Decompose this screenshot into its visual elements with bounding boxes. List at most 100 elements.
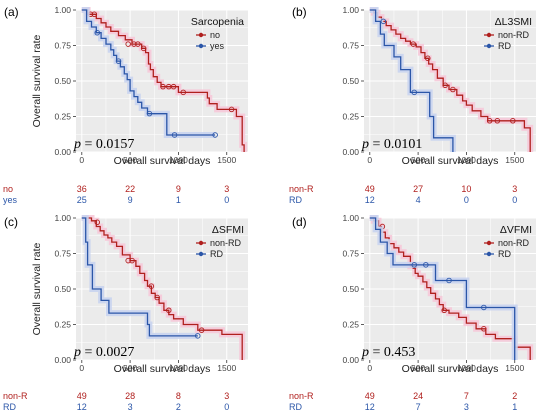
risk-count: 10 bbox=[461, 184, 471, 194]
panel-label: (b) bbox=[292, 5, 307, 19]
legend-entry-yes: yes bbox=[210, 41, 225, 51]
censor-mark bbox=[94, 219, 101, 226]
legend-entry-non-RD: non-RD bbox=[498, 30, 530, 40]
x-axis-title: Overall survival days bbox=[402, 155, 499, 167]
censor-mark bbox=[171, 132, 178, 138]
y-tick-label: 0.25 bbox=[342, 320, 359, 330]
x-tick-label: 1500 bbox=[217, 155, 236, 165]
censor-mark bbox=[481, 326, 487, 332]
risk-count: 9 bbox=[128, 195, 133, 205]
legend-key-dot bbox=[486, 32, 492, 38]
survival-curve-non-RD bbox=[81, 217, 243, 360]
risk-row-label: RD bbox=[3, 402, 16, 412]
survival-curve-yes bbox=[81, 9, 216, 136]
risk-count: 49 bbox=[365, 184, 375, 194]
p-value-number: = 0.0157 bbox=[81, 137, 134, 152]
risk-count: 49 bbox=[365, 391, 375, 401]
y-tick-label: 0.75 bbox=[342, 249, 359, 259]
legend-entry-RD: RD bbox=[498, 41, 511, 51]
risk-count: 1 bbox=[176, 195, 181, 205]
y-tick-label: 0.25 bbox=[54, 320, 71, 330]
censor-mark bbox=[131, 41, 137, 47]
risk-row-label: non-R bbox=[3, 391, 28, 401]
risk-count: 0 bbox=[512, 195, 517, 205]
censor-mark bbox=[450, 86, 456, 93]
risk-row-label: RD bbox=[289, 195, 302, 205]
risk-count: 28 bbox=[125, 391, 135, 401]
risk-row-non-RD: non-R 49 28 8 3 bbox=[3, 391, 229, 401]
risk-count: 7 bbox=[464, 391, 469, 401]
y-tick-label: 0.50 bbox=[342, 76, 359, 86]
x-tick-label: 1000 bbox=[457, 155, 476, 165]
survival-curve-non-RD bbox=[369, 9, 531, 152]
survival-curve-no bbox=[81, 9, 245, 152]
legend-title: ΔL3SMI bbox=[495, 16, 532, 28]
risk-count: 27 bbox=[413, 184, 423, 194]
legend-key-dot bbox=[198, 43, 204, 49]
y-tick-label: 0.75 bbox=[54, 249, 71, 259]
censor-mark bbox=[486, 118, 493, 124]
censor-mark bbox=[423, 262, 429, 268]
p-value: p = 0.0101 bbox=[361, 137, 422, 152]
y-tick-label: 1.00 bbox=[342, 5, 359, 15]
censor-mark bbox=[160, 83, 166, 90]
risk-row-RD: RD 12 4 0 0 bbox=[289, 195, 517, 205]
risk-row-non-RD: non-R 49 24 7 2 bbox=[289, 391, 517, 401]
panel-label: (a) bbox=[4, 5, 19, 19]
risk-row-no: no 36 22 9 3 bbox=[3, 184, 229, 194]
censor-mark bbox=[135, 41, 141, 47]
y-tick-label: 0.75 bbox=[54, 41, 71, 51]
risk-row-label: non-R bbox=[289, 391, 314, 401]
censor-mark bbox=[380, 18, 387, 25]
legend-title: Sarcopenia bbox=[191, 16, 244, 28]
risk-count: 9 bbox=[176, 184, 181, 194]
panel-4: (d) 0.00 0.25 0.50 0.75 1.00 0 500 1000 1500 Overa… bbox=[289, 213, 536, 412]
survival-curve-RD bbox=[81, 217, 198, 337]
risk-row-non-RD: non-R 49 27 10 3 bbox=[289, 184, 517, 194]
x-axis-title: Overall survival days bbox=[402, 363, 499, 375]
risk-count: 24 bbox=[413, 391, 423, 401]
x-axis-title: Overall survival days bbox=[114, 363, 211, 375]
survival-curve-RD bbox=[369, 9, 454, 152]
censor-mark bbox=[446, 277, 452, 284]
x-tick-label: 0 bbox=[367, 363, 372, 373]
risk-count: 3 bbox=[224, 184, 229, 194]
risk-count: 0 bbox=[224, 402, 229, 412]
p-value-number: = 0.0027 bbox=[81, 345, 134, 360]
p-symbol: p bbox=[73, 345, 81, 360]
survival-curve-RD bbox=[369, 217, 516, 360]
panel-1: (a) 0.00 0.25 0.50 0.75 1.00 0 500 1000 1500 Overa… bbox=[3, 5, 248, 205]
legend-entry-RD: RD bbox=[210, 249, 223, 259]
censor-mark bbox=[154, 294, 160, 301]
y-tick-label: 0.00 bbox=[54, 147, 71, 157]
censor-mark bbox=[129, 257, 135, 264]
y-tick-label: 0.50 bbox=[54, 76, 71, 86]
risk-row-label: RD bbox=[289, 402, 302, 412]
risk-count: 25 bbox=[77, 195, 87, 205]
risk-row-label: no bbox=[3, 184, 13, 194]
censor-mark bbox=[411, 89, 417, 96]
x-tick-label: 500 bbox=[411, 155, 425, 165]
risk-count: 49 bbox=[77, 391, 87, 401]
censor-mark bbox=[228, 106, 235, 113]
x-tick-label: 1000 bbox=[169, 363, 188, 373]
legend-entry-no: no bbox=[210, 30, 220, 40]
risk-count: 0 bbox=[464, 195, 469, 205]
risk-row-label: non-R bbox=[289, 184, 314, 194]
legend-entry-non-RD: non-RD bbox=[498, 238, 530, 248]
y-axis-title: Overall survival rate bbox=[31, 34, 43, 127]
risk-row-RD: RD 12 7 3 1 bbox=[289, 402, 517, 412]
censor-mark bbox=[140, 45, 147, 52]
p-value: p = 0.0027 bbox=[73, 345, 134, 360]
risk-count: 4 bbox=[416, 195, 421, 205]
legend-key-dot bbox=[486, 240, 492, 246]
censor-mark bbox=[125, 41, 131, 47]
censor-mark bbox=[125, 257, 131, 264]
p-symbol: p bbox=[361, 137, 369, 152]
legend-key-dot bbox=[198, 32, 204, 38]
risk-count: 3 bbox=[224, 391, 229, 401]
censor-mark bbox=[115, 58, 122, 64]
censor-mark bbox=[411, 262, 417, 268]
risk-row-yes: yes 25 9 1 0 bbox=[3, 195, 229, 205]
